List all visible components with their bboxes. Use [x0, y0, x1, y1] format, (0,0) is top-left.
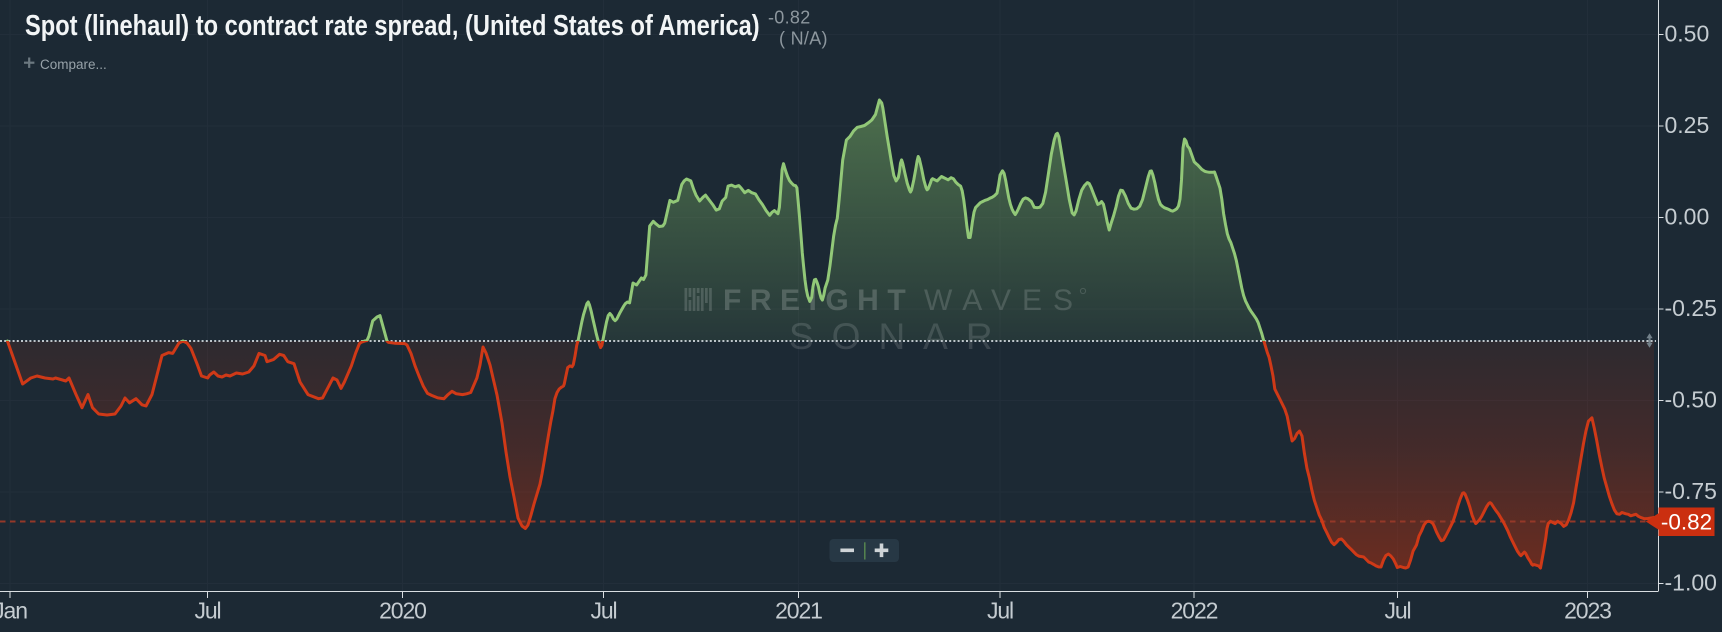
- svg-text:( N/A): ( N/A): [779, 29, 828, 49]
- svg-text:2022: 2022: [1171, 598, 1218, 624]
- svg-text:2020: 2020: [379, 598, 426, 624]
- svg-text:SONAR: SONAR: [789, 316, 1011, 357]
- svg-text:-0.25: -0.25: [1665, 295, 1717, 321]
- svg-text:-0.50: -0.50: [1665, 386, 1717, 412]
- svg-text:Jul: Jul: [987, 598, 1013, 624]
- svg-text:Jul: Jul: [194, 598, 220, 624]
- svg-text:WAVES: WAVES: [924, 284, 1084, 317]
- svg-text:-0.75: -0.75: [1665, 478, 1717, 504]
- svg-text:0.50: 0.50: [1665, 20, 1710, 46]
- svg-text:Compare...: Compare...: [40, 57, 107, 72]
- svg-text:-0.82: -0.82: [1661, 510, 1712, 535]
- svg-text:-1.00: -1.00: [1665, 569, 1717, 595]
- svg-text:0.00: 0.00: [1665, 203, 1710, 229]
- svg-text:0.25: 0.25: [1665, 112, 1710, 138]
- svg-text:2023: 2023: [1564, 598, 1611, 624]
- svg-text:Jan: Jan: [0, 598, 27, 624]
- svg-text:-0.82: -0.82: [768, 8, 811, 28]
- svg-text:2021: 2021: [775, 598, 822, 624]
- svg-text:Jul: Jul: [1384, 598, 1410, 624]
- svg-text:FREIGHT: FREIGHT: [723, 284, 914, 317]
- svg-text:Spot (linehaul) to contract ra: Spot (linehaul) to contract rate spread,…: [25, 9, 760, 42]
- svg-text:Jul: Jul: [590, 598, 616, 624]
